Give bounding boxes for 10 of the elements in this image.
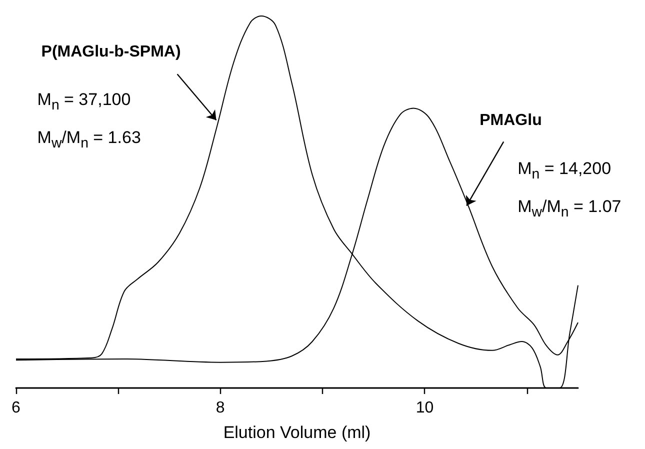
x-tick-label: 8	[216, 400, 225, 416]
annotation: M$_{w}$/M$_{n}$ = 1.07	[518, 196, 622, 222]
annotation: M$_{n}$ = 14,200	[518, 158, 612, 184]
annotation: P(MAGlu-b-SPMA)	[41, 44, 181, 61]
annotation: PMAGlu	[480, 112, 542, 130]
x-axis-title: Elution Volume (ml)	[223, 423, 371, 442]
x-tick-label: 6	[12, 400, 21, 416]
annotation: M$_{n}$ = 37,100	[37, 90, 131, 116]
annotation: M$_{w}$/M$_{n}$ = 1.63	[37, 128, 141, 154]
x-tick-label: 10	[416, 400, 434, 416]
